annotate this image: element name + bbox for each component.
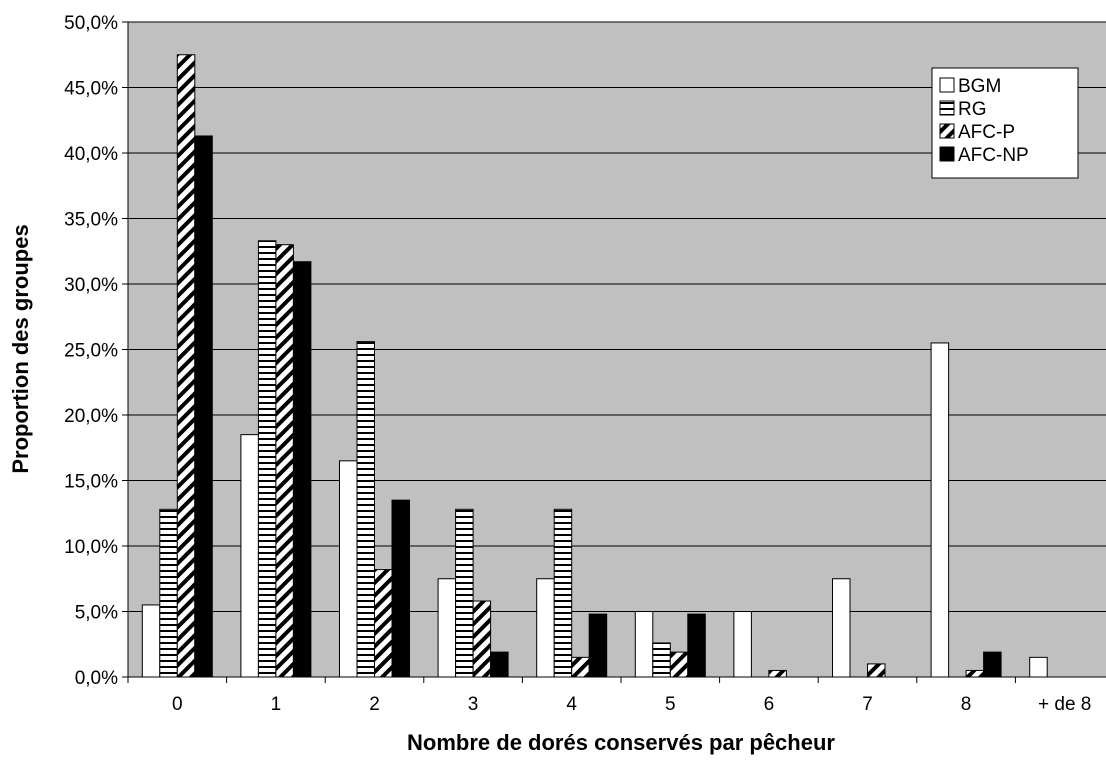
bar-afc-p-4: [571, 656, 590, 678]
legend-label-afc-np: AFC-NP: [958, 145, 1029, 166]
bar-afc-np-2: [391, 499, 410, 678]
legend-box: [931, 67, 1079, 179]
x-tick-labels: 0 1 2 3 4 5 6 7 8 + de 8: [172, 694, 1091, 715]
bar-rg-5: [652, 642, 671, 678]
x-tick-label: 7: [862, 694, 873, 715]
legend-label-afc-p: AFC-P: [958, 122, 1015, 143]
bar-afc-p-1: [275, 244, 294, 678]
bar-bgm-1: [240, 434, 259, 678]
y-tick-label: 30,0%: [64, 275, 118, 296]
x-axis-title: Nombre de dorés conservés par pêcheur: [407, 730, 835, 755]
bar-afc-np-8: [983, 651, 1002, 678]
bar-bgm-4: [536, 578, 555, 678]
bar-rg-3: [455, 508, 474, 678]
legend-swatch-afc-np: [939, 146, 955, 162]
y-tick-label: 40,0%: [64, 144, 118, 165]
bar-bgm-5: [634, 611, 654, 678]
legend-swatch-afc-p: [939, 123, 955, 139]
y-tick-label: 20,0%: [64, 406, 118, 427]
x-tick-label: 3: [468, 694, 479, 715]
bar-bgm-2: [339, 460, 358, 678]
bar-afc-p-7: [867, 663, 886, 678]
y-tick-label: 0,0%: [75, 668, 118, 689]
bar-afc-p-8: [965, 669, 985, 678]
x-tick-label: + de 8: [1038, 694, 1091, 715]
y-tick-label: 25,0%: [64, 341, 118, 362]
bar-afc-np-1: [292, 261, 312, 678]
legend-swatch-rg: [939, 100, 955, 116]
legend-swatch-bgm: [939, 77, 955, 93]
bar-rg-2: [356, 341, 375, 678]
bar-bgm-7: [832, 578, 851, 678]
bar-rg-0: [159, 508, 178, 678]
bar-afc-np-5: [687, 613, 706, 678]
bar-afc-np-3: [490, 651, 509, 678]
x-tick-label: 2: [369, 694, 380, 715]
bar-afc-p-3: [472, 600, 492, 678]
x-tick-label: 5: [665, 694, 676, 715]
y-tick-label: 35,0%: [64, 210, 118, 231]
bar-afc-p-5: [669, 651, 689, 678]
bar-afc-p-2: [374, 569, 393, 678]
x-tick-label: 8: [961, 694, 972, 715]
bar-afc-p-6: [768, 669, 787, 678]
bar-bgm-6: [733, 611, 752, 678]
bar-rg-4: [553, 508, 573, 678]
bar-rg-1: [257, 240, 277, 678]
legend-label-rg: RG: [958, 99, 987, 120]
bar-bgm-3: [437, 578, 457, 678]
bar-bgm-8: [930, 342, 950, 678]
y-axis-title: Proportion des groupes: [8, 224, 33, 473]
legend-label-bgm: BGM: [958, 76, 1001, 97]
x-tick-label: 4: [566, 694, 577, 715]
x-tick-label: 1: [271, 694, 282, 715]
bar-afc-np-0: [194, 135, 213, 678]
y-tick-label: 5,0%: [75, 603, 118, 624]
axes: [122, 21, 1106, 683]
x-tick-label: 6: [764, 694, 775, 715]
y-tick-labels: 0,0% 5,0% 10,0% 15,0% 20,0% 25,0% 30,0% 35,0% 40…: [64, 13, 118, 689]
y-tick-label: 15,0%: [64, 472, 118, 493]
x-tick-label: 0: [172, 694, 183, 715]
bar-afc-np-4: [588, 613, 608, 678]
bar-bgm-9: [1029, 656, 1048, 678]
y-tick-label: 45,0%: [64, 79, 118, 100]
bars: [141, 54, 1048, 678]
bar-afc-p-0: [176, 54, 196, 678]
y-tick-label: 50,0%: [64, 13, 118, 34]
y-tick-label: 10,0%: [64, 537, 118, 558]
bar-bgm-0: [141, 604, 161, 678]
